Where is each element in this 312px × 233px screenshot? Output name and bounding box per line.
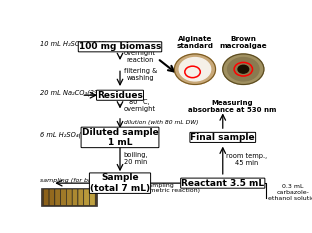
FancyBboxPatch shape [43,189,49,206]
FancyBboxPatch shape [41,188,97,206]
Text: boiling,
20 min: boiling, 20 min [124,151,148,164]
FancyBboxPatch shape [90,189,95,206]
Text: overnight
reaction: overnight reaction [124,50,156,63]
FancyBboxPatch shape [78,189,84,206]
Text: sampling
(for colorimetric reaction): sampling (for colorimetric reaction) [119,183,200,193]
Text: filtering &
washing: filtering & washing [124,68,157,81]
Text: Sample
(total 7 mL): Sample (total 7 mL) [90,173,150,193]
FancyBboxPatch shape [49,189,55,206]
Text: Measuring
absorbance at 530 nm: Measuring absorbance at 530 nm [188,99,276,113]
Text: sampling (for blank): sampling (for blank) [40,178,104,183]
Text: Diluted sample
1 mL: Diluted sample 1 mL [82,128,158,147]
FancyBboxPatch shape [55,189,61,206]
Text: 0.3 mL
carbazole-
ethanol solution: 0.3 mL carbazole- ethanol solution [267,184,312,201]
Text: Final sample: Final sample [190,133,255,142]
Circle shape [238,65,249,73]
FancyBboxPatch shape [61,189,66,206]
Circle shape [174,54,216,85]
Text: dilution (with 80 mL DW): dilution (with 80 mL DW) [124,120,198,125]
FancyBboxPatch shape [66,189,72,206]
Text: 80 °C,
overnight: 80 °C, overnight [124,99,156,112]
FancyBboxPatch shape [72,189,78,206]
Text: 6 mL H₂SO₄(95%): 6 mL H₂SO₄(95%) [40,132,99,138]
Text: 100 mg biomass: 100 mg biomass [79,42,161,51]
Circle shape [223,54,264,85]
Text: 10 mL H₂SO₄(0.4 M): 10 mL H₂SO₄(0.4 M) [40,41,107,47]
Text: Brown
macroalgae: Brown macroalgae [220,37,267,49]
Text: Alginate
standard: Alginate standard [177,37,213,49]
Text: room temp.,
45 min: room temp., 45 min [226,153,267,166]
Text: 20 mL Na₂CO₃(3%): 20 mL Na₂CO₃(3%) [40,90,103,96]
Circle shape [227,58,259,81]
Circle shape [179,58,211,81]
FancyBboxPatch shape [84,189,89,206]
Text: Residues: Residues [97,91,143,100]
Text: Reactant 3.5 mL: Reactant 3.5 mL [181,179,264,188]
